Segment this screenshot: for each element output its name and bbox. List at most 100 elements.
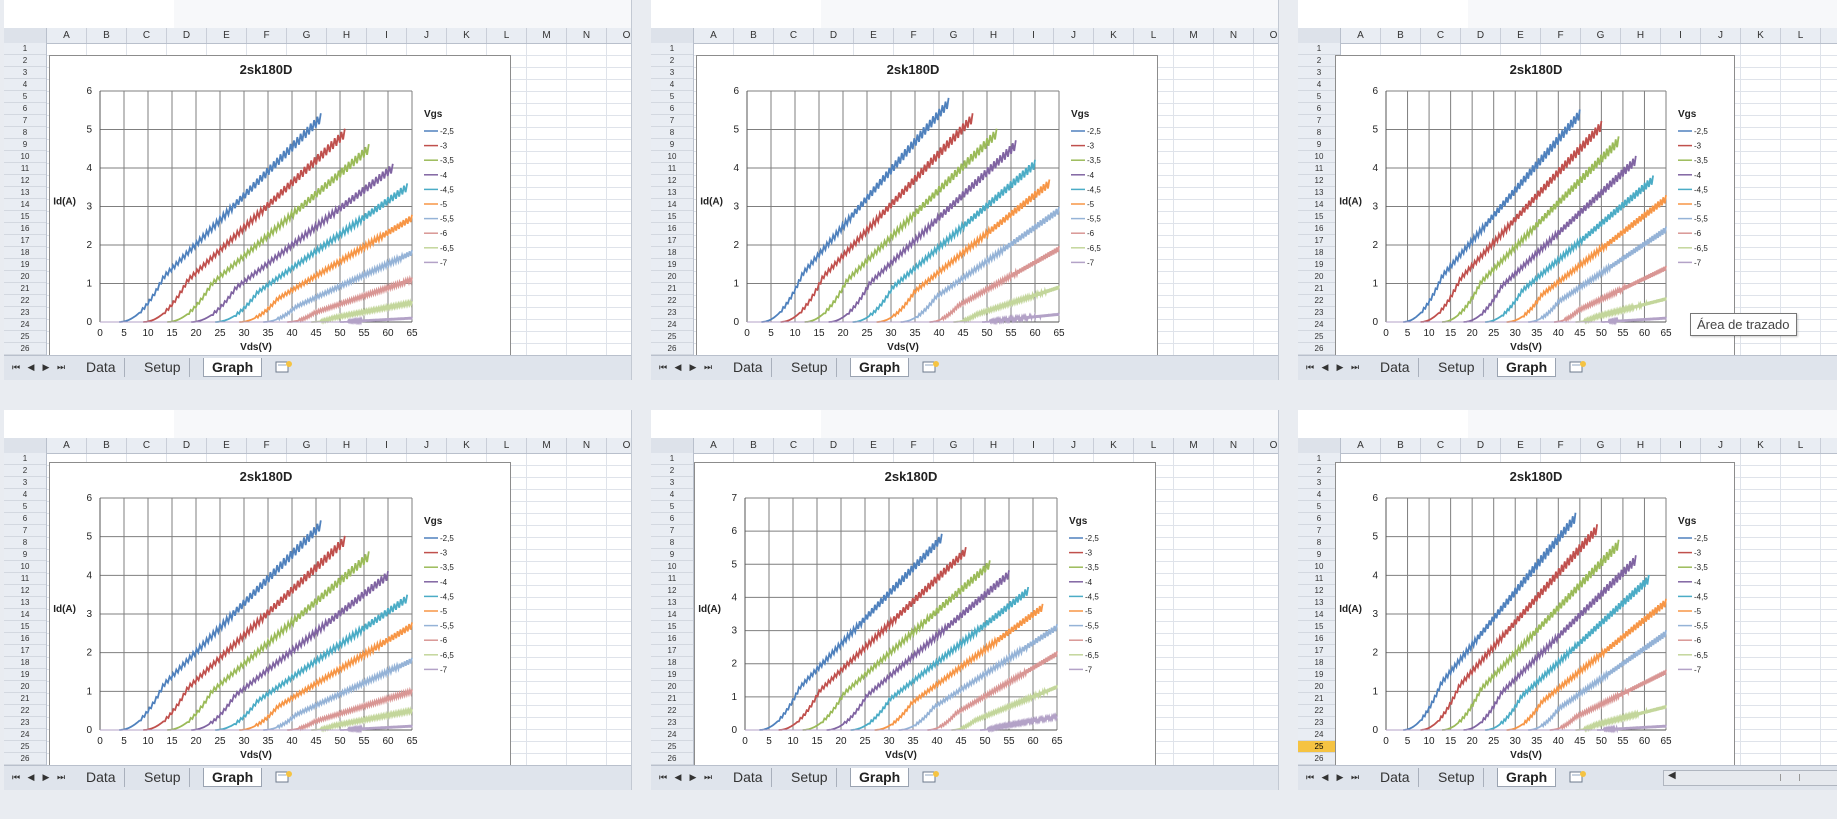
column-header[interactable]: G (1581, 28, 1621, 43)
column-header[interactable]: I (1014, 28, 1054, 43)
column-header[interactable]: H (974, 28, 1014, 43)
row-header[interactable]: 1 (1298, 43, 1340, 55)
sheet-tab-setup[interactable]: Setup (136, 768, 190, 787)
row-header[interactable]: 19 (4, 669, 46, 681)
column-header[interactable]: G (287, 438, 327, 453)
row-header[interactable]: 20 (651, 681, 693, 693)
row-header[interactable]: 2 (651, 465, 693, 477)
column-header[interactable]: B (87, 438, 127, 453)
row-header[interactable]: 15 (4, 621, 46, 633)
column-header[interactable]: E (207, 438, 247, 453)
row-header[interactable]: 20 (1298, 681, 1340, 693)
row-header[interactable]: 5 (4, 91, 46, 103)
row-header[interactable]: 15 (651, 621, 693, 633)
row-header[interactable]: 7 (1298, 525, 1340, 537)
row-header[interactable]: 6 (4, 513, 46, 525)
insert-sheet-icon[interactable] (1569, 770, 1587, 784)
sheet-tab-setup[interactable]: Setup (136, 358, 190, 377)
column-header[interactable]: H (1621, 438, 1661, 453)
row-header[interactable]: 16 (1298, 633, 1340, 645)
column-header[interactable]: K (1094, 438, 1134, 453)
row-header[interactable]: 25 (1298, 741, 1340, 753)
row-header[interactable]: 18 (651, 247, 693, 259)
column-header[interactable]: M (1174, 438, 1214, 453)
row-header[interactable]: 17 (651, 235, 693, 247)
column-header[interactable]: N (567, 438, 607, 453)
column-header[interactable]: E (854, 28, 894, 43)
nav-prev-button[interactable]: ◀ (674, 772, 682, 782)
row-header[interactable]: 18 (4, 247, 46, 259)
column-header[interactable]: L (1134, 28, 1174, 43)
chart-object[interactable]: 2sk180D 0 5 10 15 20 25 30 35 40 45 50 55 60 65 0 1 2 3 4 5 6… (49, 55, 511, 367)
row-header[interactable]: 12 (4, 175, 46, 187)
column-header[interactable]: J (1701, 28, 1741, 43)
column-header[interactable]: I (1661, 28, 1701, 43)
row-header[interactable]: 8 (651, 127, 693, 139)
row-header[interactable]: 20 (1298, 271, 1340, 283)
row-header[interactable]: 5 (1298, 501, 1340, 513)
row-header[interactable]: 13 (651, 187, 693, 199)
row-header[interactable]: 8 (1298, 127, 1340, 139)
row-header[interactable]: 3 (4, 67, 46, 79)
column-header[interactable]: I (1014, 438, 1054, 453)
column-header[interactable]: I (1661, 438, 1701, 453)
column-header[interactable]: N (1214, 28, 1254, 43)
row-header[interactable]: 24 (1298, 729, 1340, 741)
row-header[interactable]: 22 (1298, 705, 1340, 717)
sheet-tab-graph[interactable]: Graph (203, 768, 263, 787)
chart-object[interactable]: 2sk180D 0 5 10 15 20 25 30 35 40 45 50 55 60 65 0 1 2 3 4 5 6… (1335, 55, 1735, 367)
row-header[interactable]: 24 (651, 319, 693, 331)
select-all-corner[interactable] (4, 28, 47, 43)
column-header[interactable]: F (247, 438, 287, 453)
column-header[interactable]: H (327, 438, 367, 453)
column-header[interactable]: F (894, 28, 934, 43)
row-header[interactable]: 9 (4, 549, 46, 561)
row-header[interactable]: 19 (4, 259, 46, 271)
row-header[interactable]: 18 (1298, 247, 1340, 259)
column-header[interactable]: J (407, 438, 447, 453)
row-header[interactable]: 4 (4, 79, 46, 91)
column-header[interactable]: G (287, 28, 327, 43)
row-header[interactable]: 26 (1298, 753, 1340, 765)
row-header[interactable]: 15 (1298, 211, 1340, 223)
row-header[interactable]: 26 (1298, 343, 1340, 355)
sheet-tab-data[interactable]: Data (725, 768, 772, 787)
row-header[interactable]: 11 (651, 573, 693, 585)
row-header[interactable]: 19 (651, 669, 693, 681)
row-header[interactable]: 26 (651, 343, 693, 355)
row-header[interactable]: 14 (651, 609, 693, 621)
row-header[interactable]: 18 (1298, 657, 1340, 669)
column-header[interactable]: N (1214, 438, 1254, 453)
row-header[interactable]: 1 (1298, 453, 1340, 465)
row-header[interactable]: 16 (651, 223, 693, 235)
row-header[interactable]: 12 (651, 585, 693, 597)
nav-prev-button[interactable]: ◀ (27, 362, 35, 372)
column-header[interactable]: L (1781, 438, 1821, 453)
column-header[interactable]: A (47, 438, 87, 453)
nav-last-button[interactable]: ⏭ (1350, 772, 1360, 782)
row-header[interactable]: 21 (4, 693, 46, 705)
row-header[interactable]: 4 (651, 79, 693, 91)
row-header[interactable]: 14 (1298, 609, 1340, 621)
column-header[interactable]: C (774, 438, 814, 453)
row-header[interactable]: 17 (4, 235, 46, 247)
nav-prev-button[interactable]: ◀ (27, 772, 35, 782)
row-header[interactable]: 22 (651, 705, 693, 717)
row-header[interactable]: 13 (651, 597, 693, 609)
row-header[interactable]: 22 (1298, 295, 1340, 307)
sheet-tab-graph[interactable]: Graph (203, 358, 263, 377)
row-header[interactable]: 14 (651, 199, 693, 211)
row-header[interactable]: 16 (651, 633, 693, 645)
row-header[interactable]: 12 (1298, 585, 1340, 597)
nav-next-button[interactable]: ▶ (42, 772, 50, 782)
column-header[interactable]: G (934, 438, 974, 453)
column-header[interactable]: M (1821, 28, 1837, 43)
column-header[interactable]: F (894, 438, 934, 453)
row-header[interactable]: 7 (651, 115, 693, 127)
select-all-corner[interactable] (651, 438, 694, 453)
nav-last-button[interactable]: ⏭ (56, 772, 66, 782)
row-header[interactable]: 6 (651, 513, 693, 525)
row-header[interactable]: 5 (651, 91, 693, 103)
row-header[interactable]: 21 (651, 283, 693, 295)
column-header[interactable]: C (127, 28, 167, 43)
